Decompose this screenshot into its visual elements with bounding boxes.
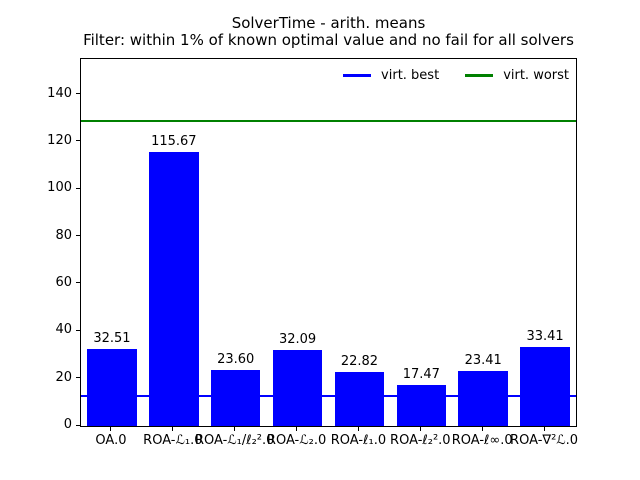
x-tick-label: ROA-ℓ∞.0	[451, 433, 513, 448]
legend-item-virt-worst: virt. worst	[465, 68, 569, 83]
x-tick-label: OA.0	[95, 433, 127, 448]
x-tick	[419, 427, 421, 431]
y-tick-label: 140	[47, 85, 72, 101]
chart-title: SolverTime - arith. means Filter: within…	[80, 15, 577, 49]
bar-value-label: 22.82	[340, 353, 379, 369]
x-tick	[110, 427, 112, 431]
x-tick	[172, 427, 174, 431]
virt-best-line-swatch	[343, 74, 372, 77]
y-tick	[76, 282, 80, 284]
y-tick-label: 80	[55, 227, 72, 243]
y-tick-label: 20	[55, 369, 72, 385]
chart-title-line2: Filter: within 1% of known optimal value…	[83, 31, 574, 49]
y-tick-label: 0	[63, 417, 72, 432]
bar	[210, 370, 261, 426]
bar-value-label: 17.47	[402, 366, 440, 382]
y-tick	[76, 187, 80, 189]
bar	[272, 350, 323, 426]
x-tick-label: ROA-∇²ℒ.0	[510, 433, 579, 448]
x-tick	[543, 427, 545, 431]
y-tick	[76, 93, 80, 95]
y-tick	[76, 329, 80, 331]
reference-line-virt-best	[81, 395, 576, 398]
bar-value-label: 23.60	[217, 352, 255, 368]
y-tick-label: 100	[47, 180, 72, 196]
x-tick	[481, 427, 483, 431]
legend-label-virt-worst: virt. worst	[503, 68, 569, 83]
bar	[396, 384, 447, 426]
y-tick	[76, 235, 80, 237]
bar	[87, 349, 137, 426]
legend: virt. best virt. worst	[343, 68, 569, 83]
y-tick	[76, 140, 80, 142]
x-tick	[357, 427, 359, 431]
y-tick-label: 120	[47, 132, 72, 148]
bar	[520, 346, 570, 426]
virt-worst-line-swatch	[465, 74, 494, 77]
bar-value-label: 32.09	[278, 332, 317, 348]
x-tick	[296, 427, 298, 431]
legend-item-virt-best: virt. best	[343, 68, 439, 83]
bar	[334, 371, 385, 426]
bar-value-label: 33.41	[526, 328, 564, 344]
y-tick-label: 40	[55, 322, 72, 338]
x-tick-label: ROA-ℓ₁.0	[330, 433, 387, 448]
reference-line-virt-worst	[81, 119, 576, 122]
x-tick-label: ROA-ℒ₂.0	[266, 433, 327, 448]
bar-value-label: 32.51	[93, 331, 131, 347]
bar-value-label: 115.67	[151, 134, 197, 150]
chart-title-line1: SolverTime - arith. means	[231, 14, 426, 32]
x-tick-label: ROA-ℓ₂².0	[390, 433, 451, 448]
y-tick	[76, 377, 80, 379]
bar	[149, 152, 199, 426]
x-tick-label: ROA-ℒ₁/ℓ₂².0	[194, 433, 275, 448]
x-tick-label: ROA-ℒ₁.0	[143, 433, 203, 448]
legend-label-virt-best: virt. best	[381, 68, 440, 83]
x-tick	[234, 427, 236, 431]
plot-area: virt. best virt. worst 32.51 115.67 23.60 3…	[80, 58, 577, 427]
y-tick	[76, 424, 80, 426]
y-tick-label: 60	[55, 274, 72, 290]
bar	[458, 370, 508, 426]
bar-value-label: 23.41	[464, 352, 502, 368]
